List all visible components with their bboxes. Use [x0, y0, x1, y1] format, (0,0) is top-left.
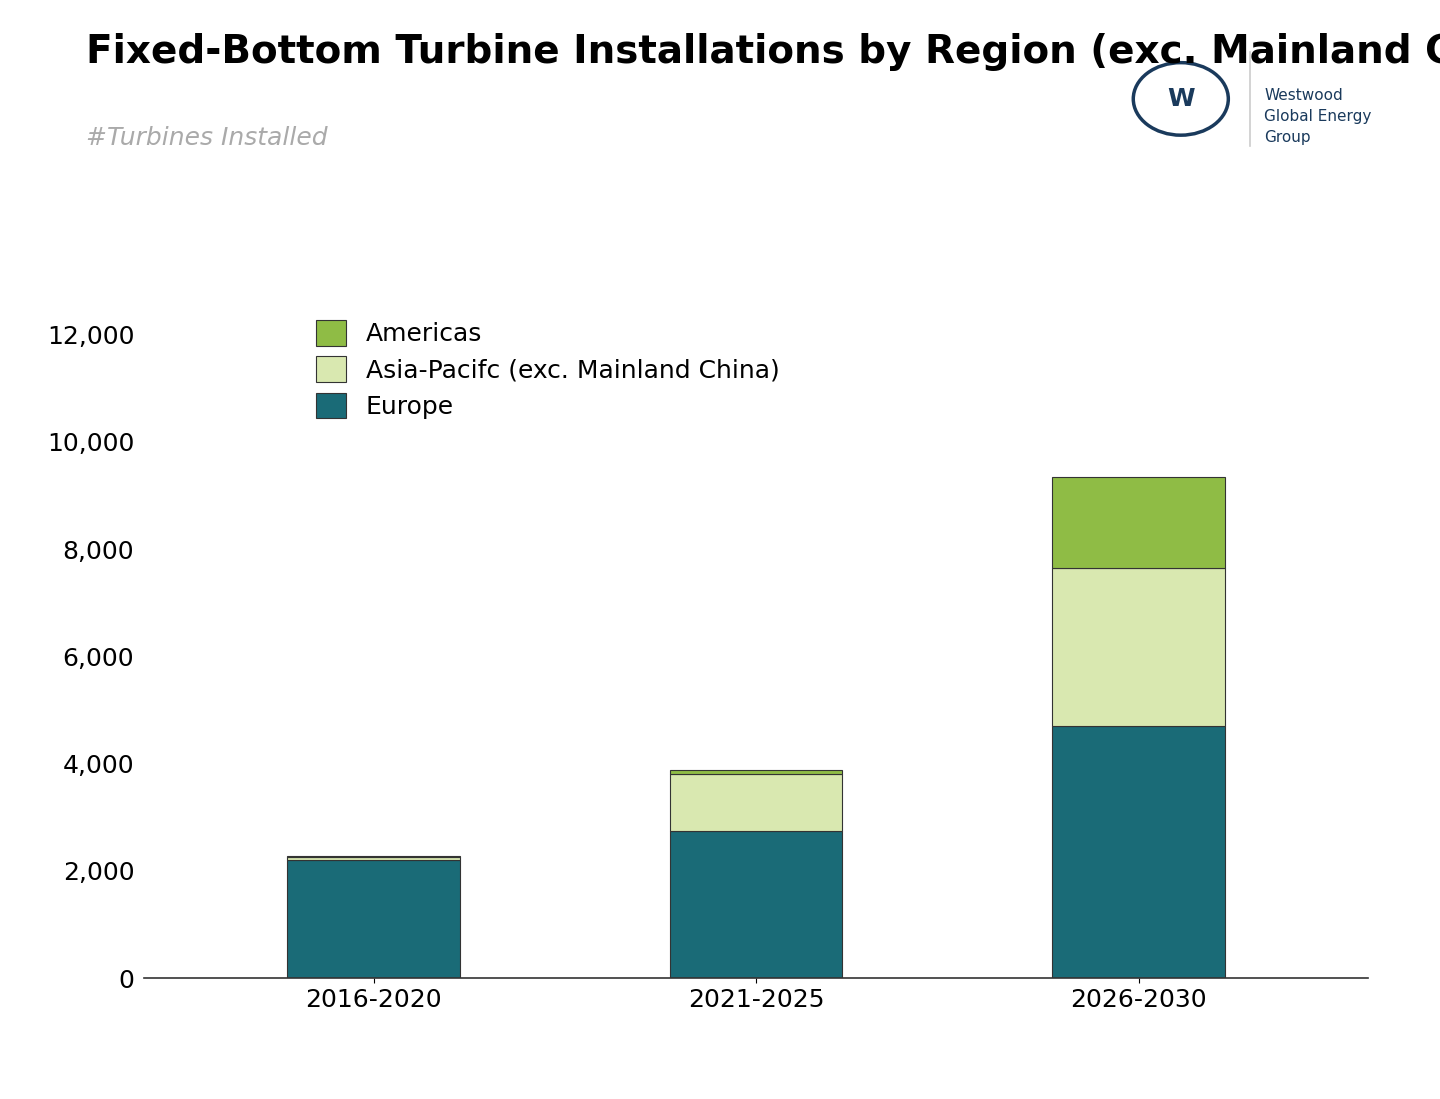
Text: #Turbines Installed: #Turbines Installed: [86, 126, 328, 151]
Bar: [1053, 726, 1224, 978]
Bar: [670, 775, 842, 831]
Bar: [670, 770, 842, 775]
Bar: [670, 831, 842, 978]
Text: Fixed-Bottom Turbine Installations by Region (exc. Mainland China): Fixed-Bottom Turbine Installations by Re…: [86, 33, 1440, 71]
Text: Westwood
Global Energy
Group: Westwood Global Energy Group: [1264, 88, 1372, 145]
Bar: [1053, 568, 1224, 726]
Bar: [288, 861, 459, 978]
Text: W: W: [1166, 87, 1195, 111]
Legend: Americas, Asia-Pacifc (exc. Mainland China), Europe: Americas, Asia-Pacifc (exc. Mainland Chi…: [315, 320, 779, 419]
Bar: [1053, 477, 1224, 568]
Bar: [288, 857, 459, 861]
